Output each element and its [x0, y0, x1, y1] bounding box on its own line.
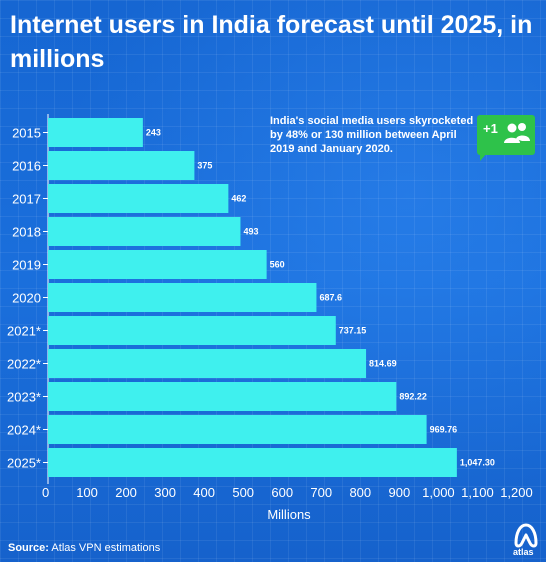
data-label: 243 [146, 128, 161, 138]
bar [48, 217, 241, 246]
people-icon [504, 123, 530, 143]
data-label: 892.22 [399, 392, 427, 402]
data-label: 687.6 [319, 293, 342, 303]
data-label: 814.69 [369, 359, 397, 369]
x-tick-label: 800 [349, 485, 371, 500]
x-tick-label: 700 [310, 485, 332, 500]
y-tick-label: 2021* [7, 324, 41, 339]
source-label: Source: [8, 542, 49, 554]
x-tick-label: 1,000 [422, 485, 455, 500]
y-tick-label: 2023* [7, 390, 41, 405]
y-tick-label: 2022* [7, 357, 41, 372]
x-tick-label: 300 [154, 485, 176, 500]
bar [48, 250, 267, 279]
bar [48, 316, 336, 345]
bar [48, 448, 457, 477]
data-label: 493 [243, 227, 258, 237]
bar [48, 349, 367, 378]
y-tick-label: 2017 [12, 192, 41, 207]
data-label: 737.15 [339, 326, 367, 336]
bar [48, 184, 229, 213]
source-text: Atlas VPN estimations [51, 542, 161, 554]
x-tick-label: 900 [389, 485, 411, 500]
y-tick-label: 2015 [12, 126, 41, 141]
x-tick-label: 0 [42, 485, 49, 500]
social-badge-tail [480, 152, 488, 161]
x-tick-label: 100 [76, 485, 98, 500]
data-label: 1,047.30 [460, 458, 495, 468]
x-tick-label: 400 [193, 485, 215, 500]
x-tick-label: 1,100 [461, 485, 494, 500]
badge-label: +1 [483, 121, 498, 136]
y-tick-label: 2019 [12, 258, 41, 273]
data-label: 462 [231, 194, 246, 204]
atlas-logo-icon [514, 523, 538, 548]
data-label: 375 [197, 161, 212, 171]
bar [48, 118, 143, 147]
y-tick-label: 2020 [12, 291, 41, 306]
source-note: Source: Atlas VPN estimations [8, 542, 160, 554]
x-tick-label: 1,200 [500, 485, 533, 500]
bar [48, 415, 427, 444]
atlas-logo-text: atlas [513, 547, 534, 557]
x-tick-label: 500 [232, 485, 254, 500]
x-tick-label: 600 [271, 485, 293, 500]
data-label: 560 [270, 260, 285, 270]
social-badge [477, 115, 535, 155]
bar [48, 382, 397, 411]
y-tick-label: 2018 [12, 225, 41, 240]
bar [48, 283, 317, 312]
x-tick-label: 200 [115, 485, 137, 500]
data-label: 969.76 [430, 425, 458, 435]
x-axis-label: Millions [267, 507, 311, 522]
y-tick-label: 2024* [7, 423, 41, 438]
y-tick-label: 2025* [7, 456, 41, 471]
y-tick-label: 2016 [12, 159, 41, 174]
chart-title: Internet users in India forecast until 2… [10, 11, 533, 73]
annotation-text: India's social media users skyrocketed b… [270, 115, 474, 155]
bar [48, 151, 195, 180]
